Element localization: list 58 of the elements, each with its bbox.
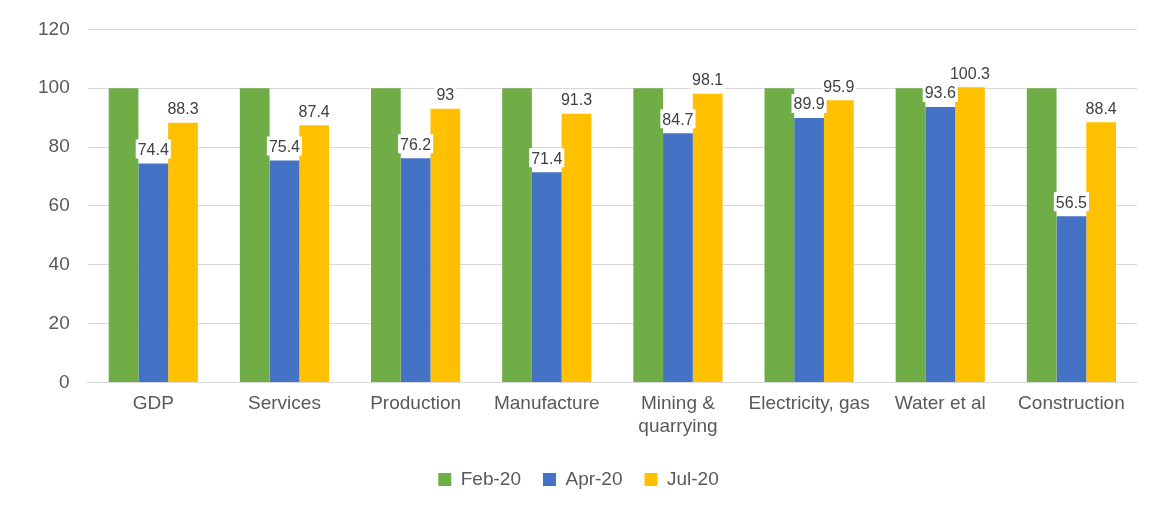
bar bbox=[955, 87, 985, 382]
bar bbox=[925, 107, 956, 382]
data-label: 71.4 bbox=[531, 149, 563, 167]
bar bbox=[1056, 216, 1087, 382]
bar bbox=[269, 160, 300, 382]
bar bbox=[561, 113, 592, 382]
bar bbox=[663, 133, 693, 382]
data-label: 76.2 bbox=[400, 135, 432, 153]
x-tick-label: Electricity, gas bbox=[748, 392, 870, 414]
data-label: 88.4 bbox=[1085, 99, 1117, 117]
data-label: 75.4 bbox=[268, 138, 301, 155]
data-label: 56.5 bbox=[1055, 193, 1088, 211]
bar bbox=[108, 88, 139, 382]
bar bbox=[895, 88, 926, 382]
bar bbox=[299, 125, 330, 382]
legend-label: Feb-20 bbox=[460, 467, 521, 489]
legend-label: Jul-20 bbox=[666, 467, 719, 489]
y-tick-label: 120 bbox=[38, 17, 70, 39]
bar bbox=[1086, 122, 1117, 382]
bar bbox=[138, 163, 169, 382]
bar bbox=[502, 88, 532, 382]
bar bbox=[1026, 88, 1057, 382]
y-tick-label: 0 bbox=[59, 370, 70, 392]
bar bbox=[531, 172, 562, 382]
bar bbox=[692, 93, 723, 382]
bar bbox=[794, 117, 824, 382]
bar bbox=[168, 122, 198, 382]
bar bbox=[371, 88, 401, 382]
x-tick-label: Services bbox=[248, 392, 321, 414]
x-tick-label: Production bbox=[370, 392, 462, 414]
x-tick-label: Water et al bbox=[894, 392, 986, 414]
data-label: 91.3 bbox=[560, 91, 593, 109]
bar bbox=[400, 158, 431, 382]
data-label: 89.9 bbox=[793, 95, 825, 113]
bar bbox=[823, 100, 854, 382]
data-label: 87.4 bbox=[298, 102, 330, 120]
x-tick-label: Manufacture bbox=[493, 392, 600, 414]
data-label: 74.4 bbox=[137, 140, 169, 158]
legend-label: Apr-20 bbox=[565, 467, 623, 489]
data-label: 93 bbox=[436, 86, 455, 104]
x-tick-label: Construction bbox=[1018, 392, 1125, 414]
data-label: 100.3 bbox=[949, 64, 991, 82]
data-label: 84.7 bbox=[662, 110, 694, 128]
bar bbox=[633, 88, 664, 382]
x-tick-label: GDP bbox=[132, 392, 174, 414]
bar bbox=[239, 88, 270, 382]
bar bbox=[764, 88, 795, 382]
x-tick-label: Mining & quarrying bbox=[638, 392, 718, 436]
y-tick-label: 80 bbox=[48, 135, 70, 157]
y-tick-label: 60 bbox=[48, 194, 70, 216]
data-label: 93.6 bbox=[924, 84, 956, 102]
bar bbox=[430, 108, 461, 382]
data-label: 98.1 bbox=[692, 71, 724, 89]
data-label: 88.3 bbox=[167, 100, 199, 118]
y-tick-label: 40 bbox=[48, 252, 70, 274]
data-label: 95.9 bbox=[823, 77, 855, 95]
y-tick-label: 100 bbox=[38, 76, 70, 98]
y-tick-label: 20 bbox=[48, 311, 70, 333]
